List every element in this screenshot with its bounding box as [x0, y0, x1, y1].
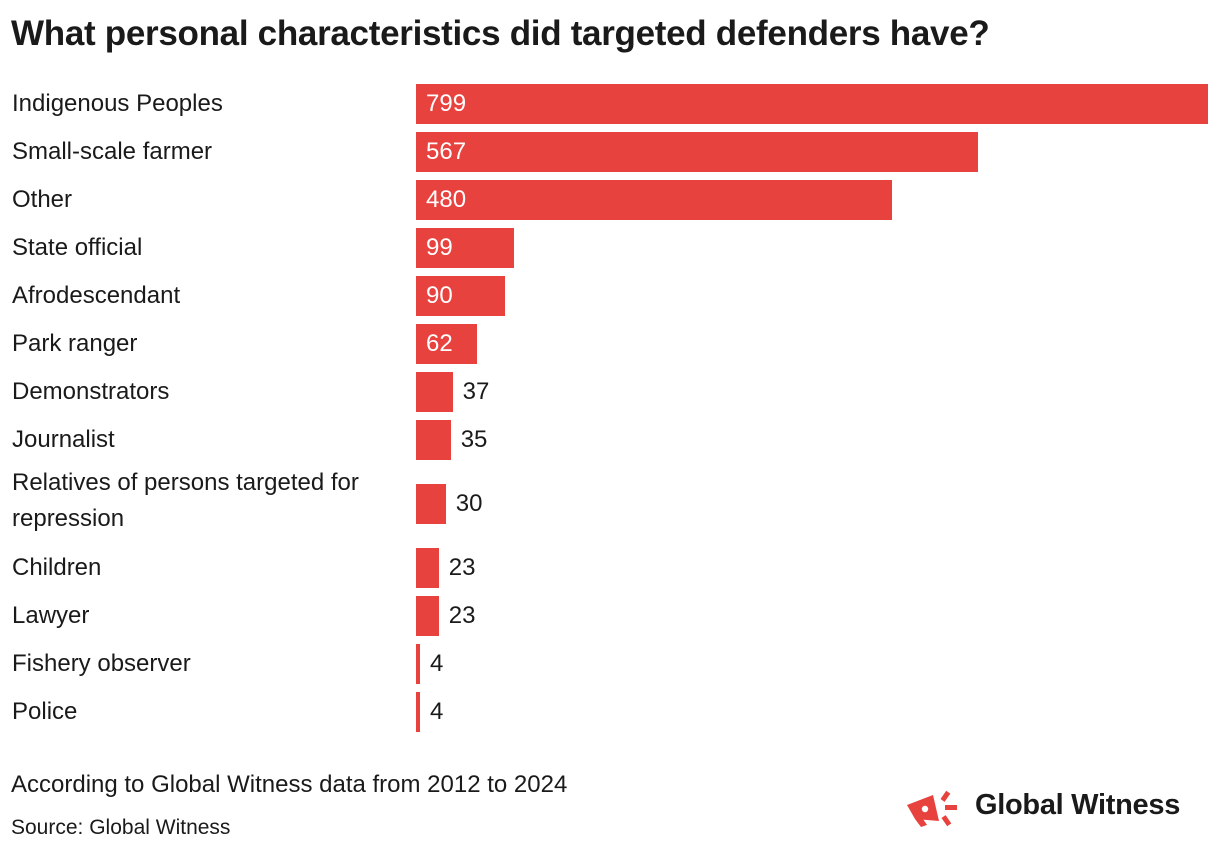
data-label: 23 [448, 554, 476, 581]
data-label: 30 [455, 490, 483, 517]
chart-subtitle: According to Global Witness data from 20… [11, 771, 568, 798]
bar [416, 596, 439, 636]
bar [416, 132, 979, 172]
data-label: 90 [426, 282, 453, 309]
category-label: Relatives of persons targeted for repres… [12, 469, 359, 532]
category-label: Small-scale farmer [12, 138, 213, 165]
bar [416, 276, 506, 316]
bar-row: Journalist 35 [0, 416, 1220, 464]
bar-row: Afrodescendant 90 [0, 272, 1220, 320]
bar-row: State official 99 [0, 224, 1220, 272]
chart-source: Source: Global Witness [11, 816, 231, 839]
bar-chart: Indigenous Peoples 799 Small-scale farmer 5… [0, 80, 1220, 740]
bar-row: Park ranger 62 [0, 320, 1220, 368]
bar-row: Police 4 [0, 688, 1220, 736]
bar [416, 692, 420, 732]
bar-row: Children 23 [0, 544, 1220, 592]
bar [416, 372, 453, 412]
brand-name: Global Witness [975, 789, 1181, 821]
data-label: 99 [426, 234, 453, 261]
data-label: 35 [460, 426, 488, 453]
data-label: 480 [426, 186, 467, 213]
data-label: 23 [448, 602, 476, 629]
category-label: Park ranger [12, 330, 138, 357]
bar [416, 324, 478, 364]
bar [416, 180, 892, 220]
bar-row: Lawyer 23 [0, 592, 1220, 640]
data-label: 4 [429, 650, 444, 677]
data-label: 4 [429, 698, 444, 725]
category-label: Afrodescendant [12, 282, 181, 309]
bar-row: Demonstrators 37 [0, 368, 1220, 416]
bar-row: Small-scale farmer 567 [0, 128, 1220, 176]
category-label: Other [12, 186, 73, 213]
bar [416, 644, 420, 684]
bar [416, 484, 446, 524]
category-label: Lawyer [12, 602, 90, 629]
bar-row: Fishery observer 4 [0, 640, 1220, 688]
bar [416, 548, 439, 588]
category-label: Journalist [12, 426, 115, 453]
bar-row: Relatives of persons targeted for repres… [0, 464, 1220, 544]
bar-row: Other 480 [0, 176, 1220, 224]
bar [416, 84, 1208, 124]
data-label: 799 [426, 90, 467, 117]
chart-title: What personal characteristics did target… [11, 14, 990, 53]
category-label: Demonstrators [12, 378, 170, 405]
bar [416, 228, 515, 268]
megaphone-icon [907, 790, 957, 827]
bar [416, 420, 451, 460]
data-label: 62 [426, 330, 453, 357]
brand-logo: Global Witness [903, 783, 1213, 831]
category-label: Fishery observer [12, 650, 191, 677]
category-label: Indigenous Peoples [12, 90, 223, 117]
category-label: Police [12, 698, 78, 725]
data-label: 567 [426, 138, 467, 165]
category-label: Children [12, 554, 102, 581]
bar-row: Indigenous Peoples 799 [0, 80, 1220, 128]
category-label: State official [12, 234, 143, 261]
data-label: 37 [462, 378, 490, 405]
